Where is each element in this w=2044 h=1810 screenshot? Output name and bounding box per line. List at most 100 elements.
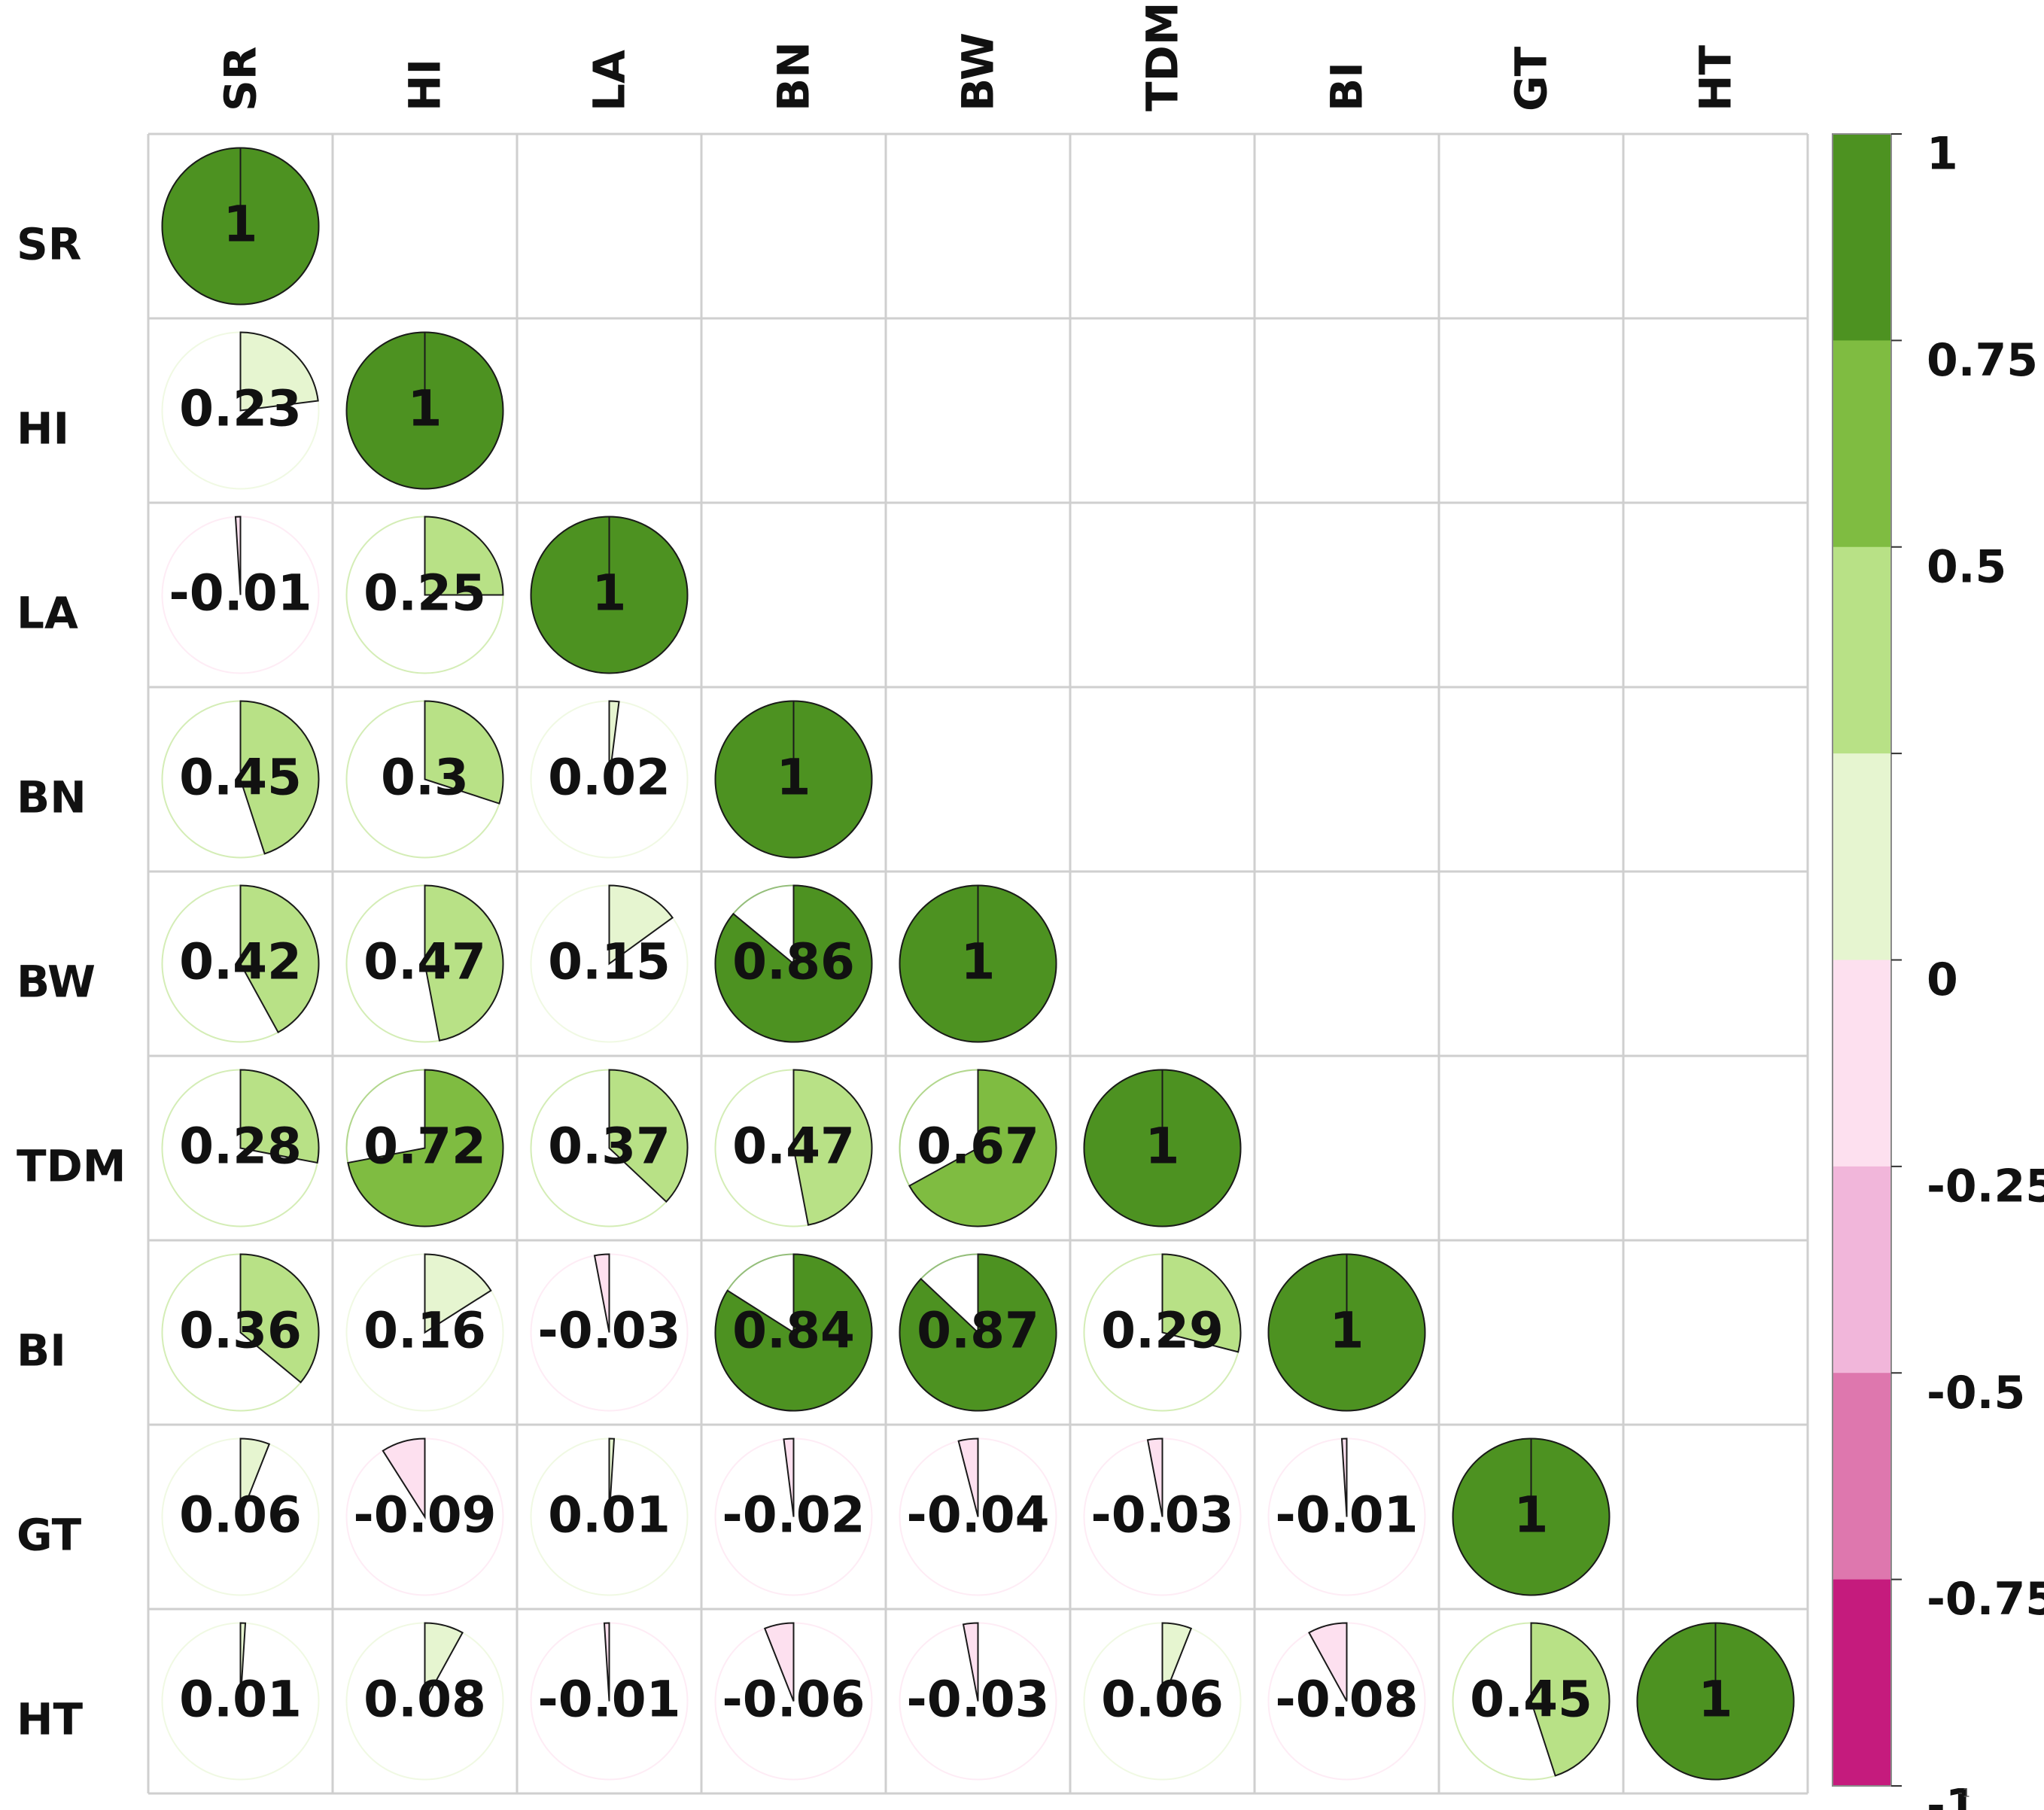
pie-slice	[608, 1069, 689, 1203]
correlation-value-label: 1	[592, 564, 627, 622]
correlation-value-label: 0.86	[732, 933, 855, 991]
column-label-GT: GT	[1506, 46, 1557, 111]
correlation-value-label: 0.72	[363, 1118, 486, 1176]
correlation-value-label: 0.47	[363, 933, 486, 991]
pie-slice	[1308, 1622, 1348, 1702]
correlation-value-label: -0.02	[722, 1486, 865, 1544]
pie-cell-BN-LA: 0.02	[530, 700, 689, 859]
pie-cell-HT-HI: 0.08	[345, 1622, 504, 1781]
pie-cell-LA-HI: 0.25	[345, 516, 504, 674]
row-label-BI: BI	[17, 1325, 66, 1377]
pie-cell-HT-TDM: 0.06	[1083, 1622, 1242, 1781]
pie-cell-TDM-BW: 0.67	[899, 1069, 1057, 1227]
column-label-HT: HT	[1690, 44, 1741, 111]
matrix-grid	[147, 132, 1809, 1795]
pie-slice	[792, 1069, 873, 1226]
pie-slice	[347, 1069, 504, 1227]
pie-slice	[608, 700, 620, 780]
matrix-cells: 1 0.23 1 -0.01 0.25 1 0.45 0.3 0.02 1 0.42 0.47 0.15…	[161, 147, 1795, 1781]
pie-slice	[234, 516, 242, 595]
pie-cell-TDM-HI: 0.72	[345, 1069, 504, 1227]
pie-cell-BI-LA: -0.03	[530, 1253, 689, 1412]
correlation-value-label: -0.01	[1275, 1486, 1418, 1544]
correlation-value-label: -0.09	[353, 1486, 496, 1544]
pie-cell-BI-BI: 1	[1267, 1253, 1426, 1412]
pie-slice	[908, 1069, 1057, 1227]
correlation-value-label: 0.37	[548, 1118, 671, 1176]
pie-slice	[714, 1253, 873, 1412]
pie-slice	[608, 884, 674, 966]
column-label-HI: HI	[400, 59, 451, 111]
pie-cell-GT-BI: -0.01	[1267, 1437, 1426, 1596]
legend-color-bin	[1833, 960, 1891, 1167]
column-label-TDM: TDM	[1137, 2, 1188, 111]
pie-cell-GT-BW: -0.04	[899, 1437, 1057, 1596]
pie-slice	[239, 1437, 271, 1517]
correlation-value-label: 1	[961, 933, 996, 991]
pie-slice	[1161, 1253, 1242, 1353]
correlation-value-label: 0.36	[179, 1302, 302, 1360]
pie-cell-TDM-BN: 0.47	[714, 1069, 873, 1227]
correlation-value-label: 0.08	[363, 1671, 486, 1729]
legend-color-bin	[1833, 340, 1891, 548]
pie-cell-LA-SR: -0.01	[161, 516, 320, 674]
correlation-value-label: 1	[408, 380, 443, 438]
pie-cell-HT-BN: -0.06	[714, 1622, 873, 1781]
pie-slice	[424, 1622, 464, 1702]
pie-slice	[962, 1622, 979, 1702]
pie-cell-HT-BI: -0.08	[1267, 1622, 1426, 1781]
legend-color-bin	[1833, 753, 1891, 961]
pie-cell-BW-LA: 0.15	[530, 884, 689, 1043]
correlation-value-label: -0.03	[906, 1671, 1049, 1729]
legend-color-bin	[1833, 1373, 1891, 1580]
pie-slice	[714, 884, 873, 1043]
pie-cell-BI-BN: 0.84	[714, 1253, 873, 1412]
pie-cell-HI-SR: 0.23	[161, 331, 320, 490]
correlation-value-label: 0.47	[732, 1118, 855, 1176]
correlation-value-label: 0.87	[917, 1302, 1039, 1360]
legend-tick-label: 1	[1927, 128, 1958, 181]
column-label-LA: LA	[584, 50, 635, 111]
correlation-value-label: -0.08	[1275, 1671, 1418, 1729]
row-label-GT: GT	[17, 1510, 82, 1561]
correlation-value-label: -0.01	[169, 564, 312, 622]
pie-cell-BI-TDM: 0.29	[1083, 1253, 1242, 1412]
pie-cell-BI-SR: 0.36	[161, 1253, 320, 1412]
correlation-value-label: 1	[1330, 1302, 1364, 1360]
correlation-value-label: -0.01	[537, 1671, 680, 1729]
legend-color-bin	[1833, 1166, 1891, 1373]
pie-slice	[603, 1622, 610, 1702]
pie-slice	[957, 1437, 979, 1517]
pie-slice	[783, 1437, 795, 1517]
pie-slice	[424, 700, 504, 805]
correlation-value-label: 0.45	[179, 749, 302, 807]
pie-cell-GT-GT: 1	[1452, 1437, 1611, 1596]
pie-cell-BW-SR: 0.42	[161, 884, 320, 1043]
correlation-value-label: 0.3	[381, 749, 469, 807]
legend-color-bin	[1833, 134, 1891, 341]
pie-cell-TDM-LA: 0.37	[530, 1069, 689, 1227]
pie-cell-GT-SR: 0.06	[161, 1437, 320, 1596]
pie-cell-GT-LA: 0.01	[530, 1437, 689, 1596]
pie-cell-HT-LA: -0.01	[530, 1622, 689, 1781]
correlation-value-label: 0.15	[548, 933, 671, 991]
pie-slice	[424, 1253, 492, 1334]
correlation-value-label: 1	[1699, 1671, 1733, 1729]
pie-cell-GT-BN: -0.02	[714, 1437, 873, 1596]
legend-tick-label: 0.5	[1927, 540, 2006, 593]
correlation-value-label: -0.06	[722, 1671, 865, 1729]
pie-slice	[424, 516, 504, 596]
pie-cell-BW-HI: 0.47	[345, 884, 504, 1043]
legend-color-bin	[1833, 1579, 1891, 1787]
axis-labels: SR SR HI HI LA LA BN BN BW BW TDM TDM BI BI GT GT HT HT	[17, 2, 1741, 1745]
correlation-value-label: 0.45	[1470, 1671, 1592, 1729]
correlation-value-label: 0.01	[548, 1486, 671, 1544]
color-legend: 10.750.50-0.25-0.5-0.75-1-1	[1832, 128, 2044, 1810]
column-label-BW: BW	[953, 32, 1004, 111]
row-label-HI: HI	[17, 403, 69, 455]
pie-slice	[239, 331, 319, 412]
pie-slice	[239, 700, 320, 855]
pie-slice	[763, 1622, 795, 1702]
correlation-value-label: 1	[224, 196, 258, 254]
